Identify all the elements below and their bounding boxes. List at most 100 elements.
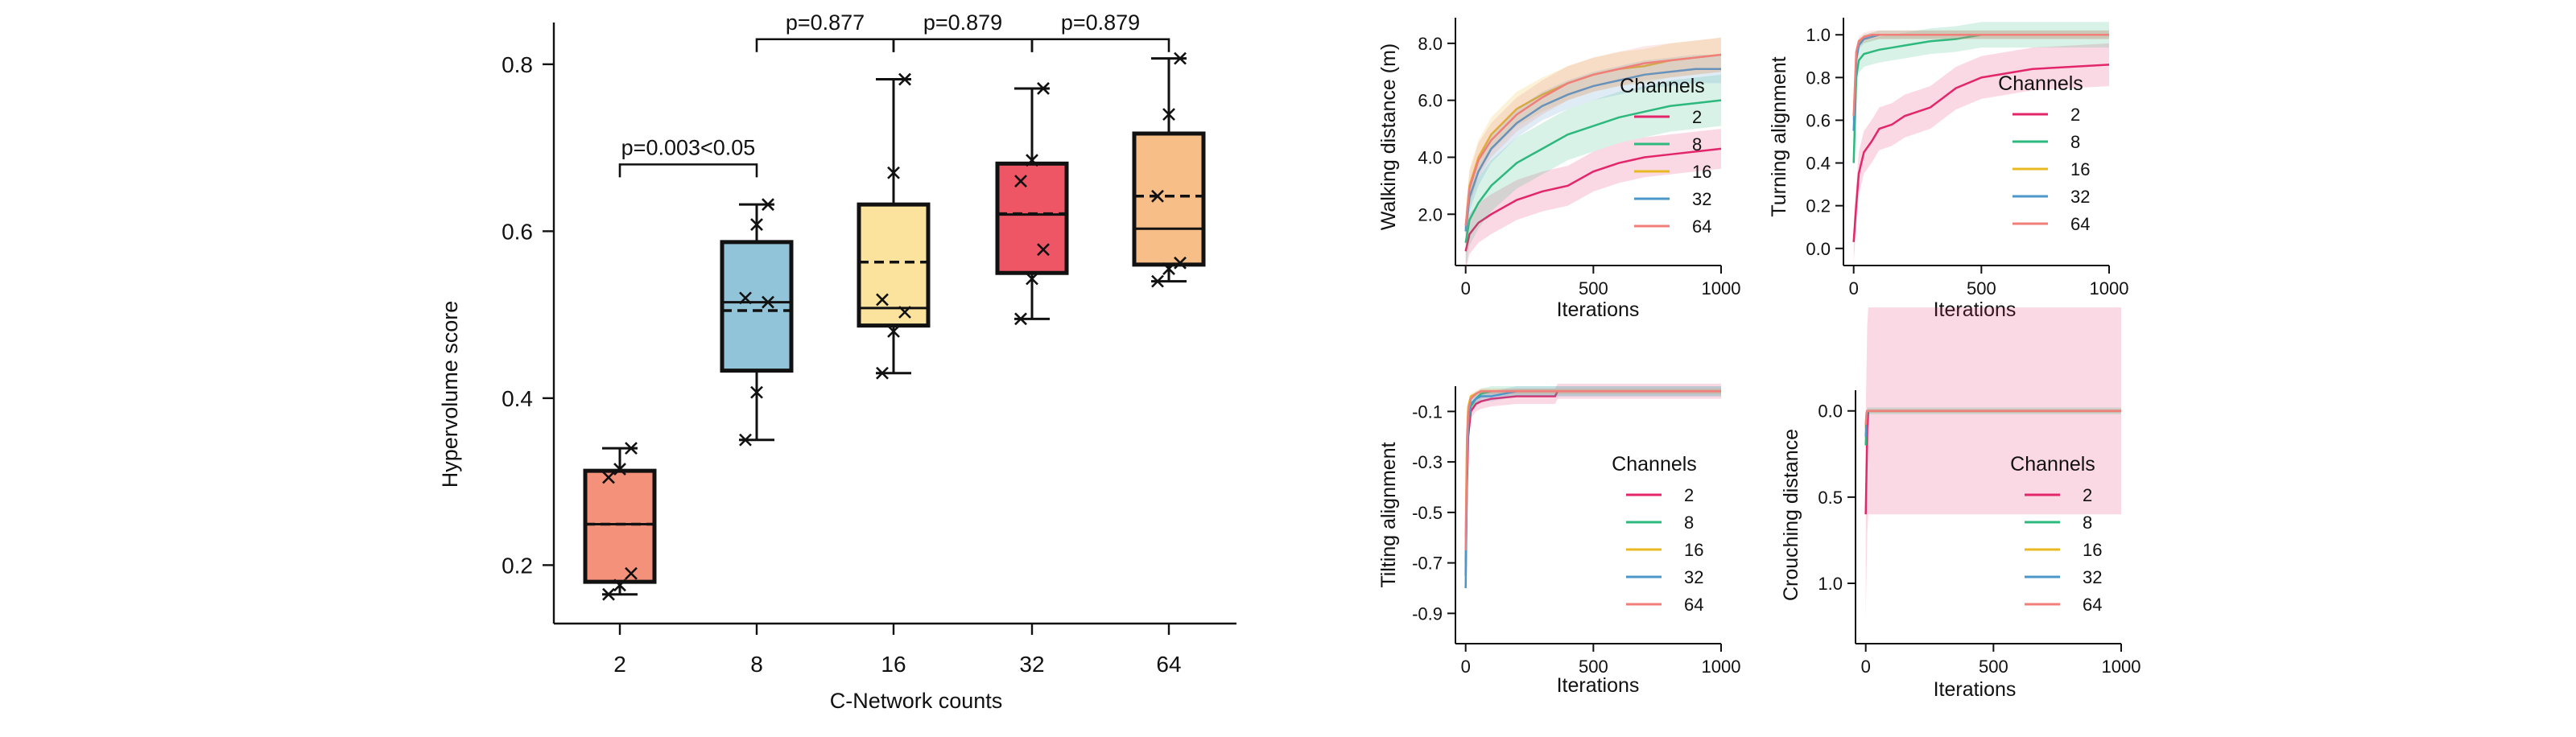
series-line <box>1464 68 1721 232</box>
series-2 <box>1464 383 1721 583</box>
bracket-line <box>1030 38 1170 52</box>
y-tick-label: 0.4 <box>502 386 533 411</box>
bracket-line <box>892 38 1034 52</box>
legend-label: 8 <box>2070 132 2080 152</box>
legend: Channels 2 8 16 32 64 <box>2010 453 2102 615</box>
data-point <box>1014 175 1027 188</box>
box-64 <box>1132 51 1206 288</box>
x-tick-label: 0 <box>1861 657 1871 677</box>
data-point <box>1162 262 1175 275</box>
series-8 <box>1464 74 1722 269</box>
legend: Channels 2 8 16 32 64 <box>1998 72 2090 234</box>
x-tick-label: 500 <box>1979 657 2008 677</box>
legend-title: Channels <box>1620 75 1705 97</box>
series-32 <box>1464 386 1721 594</box>
p-value-label: p=0.879 <box>923 10 1002 35</box>
tilting-xlabel: Iterations <box>1557 674 1640 697</box>
legend: Channels 2 8 16 32 64 <box>1612 453 1703 615</box>
walking-distance-panel: Walking distance (m) Iterations 2.0 4.0 6.… <box>1377 18 1740 321</box>
x-tick-label: 2 <box>613 652 626 677</box>
x-tick-label: 500 <box>1967 278 1996 299</box>
box-body <box>1132 131 1206 267</box>
p-value-label: p=0.003<0.05 <box>621 135 756 159</box>
confidence-band <box>1853 43 2109 264</box>
y-tick-label: -0.1 <box>1412 401 1443 422</box>
crouching-distance-panel: Crouching distance Iterations 0.0 0.5 1.0 0… <box>1780 307 2140 701</box>
turning-xlabel: Iterations <box>1934 299 2017 321</box>
legend-label: 2 <box>2070 105 2080 125</box>
data-point <box>1026 154 1038 167</box>
x-tick-label: 16 <box>881 652 906 677</box>
legend-label: 32 <box>1684 567 1703 587</box>
y-tick-label: -0.9 <box>1412 603 1443 624</box>
legend-label: 64 <box>1692 216 1711 237</box>
data-point <box>739 433 752 447</box>
confidence-band <box>1465 55 1721 246</box>
data-point <box>1151 274 1164 288</box>
confidence-band <box>1465 74 1721 269</box>
series-line <box>1464 390 1721 563</box>
series-64 <box>1852 30 2109 121</box>
boxplot-ylabel: Hypervolume score <box>438 301 462 488</box>
legend-label: 16 <box>1692 162 1711 182</box>
legend-label: 8 <box>2083 513 2092 533</box>
legend-label: 16 <box>1684 540 1703 560</box>
legend-title: Channels <box>1998 72 2083 95</box>
walking-xlabel: Iterations <box>1557 299 1640 321</box>
confidence-band <box>1865 409 2121 438</box>
data-point <box>750 218 763 231</box>
data-point <box>1026 272 1038 286</box>
data-point <box>1037 82 1050 95</box>
series-line <box>1864 410 2121 425</box>
turning-ylabel: Turning alignment <box>1768 56 1790 216</box>
legend-label: 8 <box>1684 513 1694 533</box>
box-body <box>583 468 657 584</box>
legend-label: 2 <box>1692 107 1702 127</box>
box-16 <box>857 72 931 380</box>
y-tick-label: 0.0 <box>1818 401 1843 422</box>
legend-label: 32 <box>1692 189 1711 209</box>
series-line <box>1852 33 2109 117</box>
legend-label: 32 <box>2070 187 2090 207</box>
significance-bracket: p=0.877 <box>755 10 895 52</box>
series-64 <box>1864 409 2121 426</box>
box-8 <box>720 198 794 447</box>
data-point <box>876 366 889 380</box>
box-body <box>857 202 931 328</box>
series-line <box>1464 390 1721 588</box>
crouching-xlabel: Iterations <box>1934 678 2017 701</box>
y-tick-label: 0.2 <box>1806 196 1831 216</box>
data-point <box>602 587 615 601</box>
x-tick-label: 1000 <box>1702 278 1741 299</box>
data-point <box>898 306 911 319</box>
legend-label: 64 <box>2070 214 2090 234</box>
bracket-line <box>755 38 895 52</box>
series-64 <box>1464 389 1721 554</box>
significance-bracket: p=0.003<0.05 <box>618 135 758 178</box>
tilting-ylabel: Tilting alignment <box>1377 442 1400 587</box>
series-2 <box>1464 129 1722 272</box>
series-line <box>1464 99 1722 243</box>
significance-bracket: p=0.879 <box>1030 10 1170 52</box>
y-tick-label: 0.8 <box>502 52 533 77</box>
legend-label: 64 <box>1684 595 1703 615</box>
series-line <box>1464 53 1722 226</box>
x-tick-label: 0 <box>1461 657 1471 677</box>
data-point <box>1037 243 1050 257</box>
y-tick-label: -0.5 <box>1412 503 1443 523</box>
y-tick-label: 1.0 <box>1818 574 1843 594</box>
x-tick-label: 8 <box>750 652 763 677</box>
y-tick-label: -0.3 <box>1412 452 1443 472</box>
bracket-line <box>618 163 758 178</box>
y-tick-label: 8.0 <box>1418 34 1443 54</box>
x-tick-label: 64 <box>1156 652 1181 677</box>
y-tick-label: 4.0 <box>1418 147 1443 167</box>
data-point <box>613 463 626 476</box>
box-32 <box>995 82 1069 326</box>
x-tick-label: 1000 <box>2090 278 2129 299</box>
y-tick-label: 0.0 <box>1806 239 1831 259</box>
x-tick-label: 0 <box>1849 278 1859 299</box>
legend: Channels 2 8 16 32 64 <box>1620 75 1711 237</box>
turning-alignment-panel: Turning alignment Iterations 0.0 0.2 0.4 0.… <box>1768 18 2128 321</box>
